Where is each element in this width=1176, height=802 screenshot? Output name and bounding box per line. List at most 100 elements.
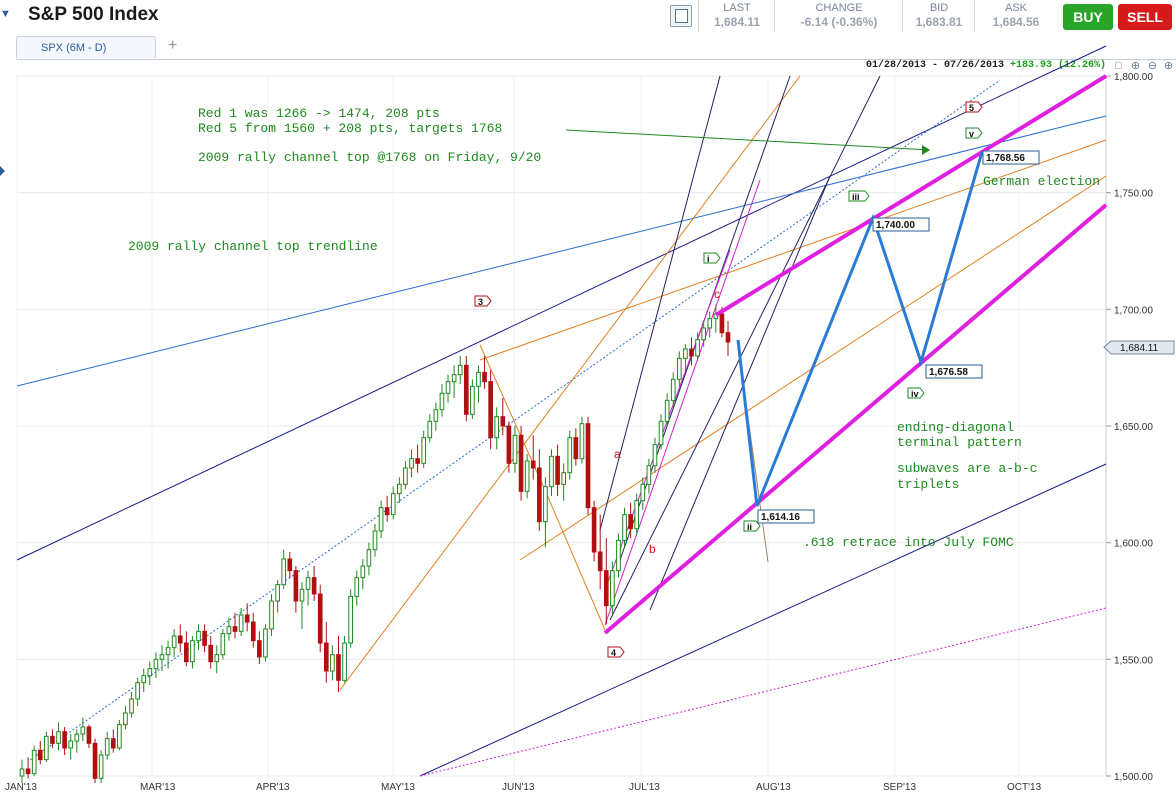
orange-channel-line-1 [339,75,801,691]
candle-body [208,644,213,663]
candle-body [397,483,402,495]
candle-body [305,577,311,590]
candle-body [202,630,207,646]
x-tick-label: AUG'13 [756,782,791,793]
candle-body [348,595,353,644]
tab-spx-6m-d[interactable]: SPX (6M - D) [16,36,156,58]
rally-channel-lower-line [16,45,1107,561]
candle-body [220,633,226,656]
quote-ask-label: ASK [1004,2,1027,14]
fullscreen-icon[interactable]: □ [1115,60,1122,72]
candle-body [311,577,317,595]
candle-body [445,381,451,394]
candle-body [488,381,493,439]
quote-last-label: LAST [723,2,751,14]
candle-body [323,642,329,672]
last-price-marker [1103,340,1175,355]
candle-body [275,584,280,602]
candle-body [190,640,195,663]
header-bar: ▼ S&P 500 Index LAST 1,684.11 CHANGE -6.… [0,0,1176,34]
add-tab-button[interactable]: + [168,37,178,54]
candle-body [269,600,274,630]
diagonal-upper-line [714,74,1108,317]
date-range-bar: 01/28/2013 - 07/26/2013 +183.93 (12.26%) [16,60,1106,74]
candle-body [695,339,700,357]
candle-body [37,749,43,761]
projection-label-box [982,150,1040,165]
candle-body [226,626,232,635]
candle-body [238,614,244,632]
chart-annotation: triplets [897,477,959,492]
candle-body [177,635,183,644]
candle-body [597,551,603,572]
wave-label: iii [852,192,860,202]
candle-body [50,735,55,744]
candle-body [80,726,86,735]
wave-label: a [614,447,621,461]
candle-body [330,654,335,672]
candle-body [689,348,694,357]
chart-annotation: ending-diagonal [897,420,1014,435]
buy-button[interactable]: BUY [1063,4,1113,30]
y-tick-label: 1,500.00 [1114,772,1153,783]
date-range-change: +183.93 (12.26%) [1009,60,1106,71]
quote-ask-value: 1,684.56 [992,15,1040,29]
candle-body [421,437,427,464]
wave-label: i [707,254,710,264]
projection-label-box [872,217,930,232]
x-tick-label: JUN'13 [502,782,535,793]
wave-label-tag [743,520,761,532]
quote-bid: BID 1,683.81 [902,0,975,32]
quote-detail-icon[interactable] [670,5,692,27]
candle-body [482,371,487,383]
candle-body [439,392,445,411]
page-title: S&P 500 Index [28,4,159,25]
candle-body [725,332,731,343]
x-tick-label: APR'13 [256,782,290,793]
diagonal-lower-line [603,203,1108,635]
collapse-arrow-icon[interactable]: ▼ [0,8,11,20]
zoom-out-icon[interactable]: ⊖ [1147,60,1158,72]
candle-body [342,642,347,681]
projection-label-box [757,509,815,524]
candle-body [153,658,159,670]
projection-label: 1,740.00 [876,220,915,231]
candle-body [634,500,640,530]
wave-label: ii [747,522,752,532]
chart-annotation: 2009 rally channel top @1768 on Friday, … [198,150,541,165]
candle-body [366,549,372,567]
x-tick-label: JAN'13 [5,782,37,793]
wave-label: 3 [478,297,483,307]
candle-body [494,416,500,439]
quote-last-value: 1,684.11 [713,15,761,29]
side-panel-arrow-icon[interactable] [0,166,5,176]
wave-label-tag [474,295,492,307]
candle-body [86,726,92,744]
lower-parallel-line [419,463,1107,777]
y-tick-label: 1,600.00 [1114,539,1153,550]
candle-body [360,565,366,579]
zoom-fit-icon[interactable]: ⊕ [1130,60,1141,72]
candle-body [451,374,457,383]
candle-body [123,712,128,726]
candle-body [683,348,688,359]
chart-annotation: terminal pattern [897,435,1022,450]
candle-body [652,444,658,467]
quote-change-label: CHANGE [815,2,863,14]
zoom-in-icon[interactable]: ⊕ [1163,60,1174,72]
candle-body [390,493,396,516]
candle-body [500,416,506,427]
chart-tab-bar: SPX (6M - D) + [16,34,1176,60]
quote-last: LAST 1,684.11 [698,0,775,32]
candle-body [129,698,134,714]
chart-annotation: subwaves are a-b-c [897,461,1037,476]
x-tick-label: JUL'13 [629,782,660,793]
x-tick-label: MAY'13 [381,782,415,793]
sell-button[interactable]: SELL [1118,4,1172,30]
candle-body [463,364,469,415]
candle-body [354,577,360,597]
date-range-readout: 01/28/2013 - 07/26/2013 +183.93 (12.26%) [866,60,1106,71]
candle-body [31,749,37,775]
arrow-head-icon [922,145,930,155]
